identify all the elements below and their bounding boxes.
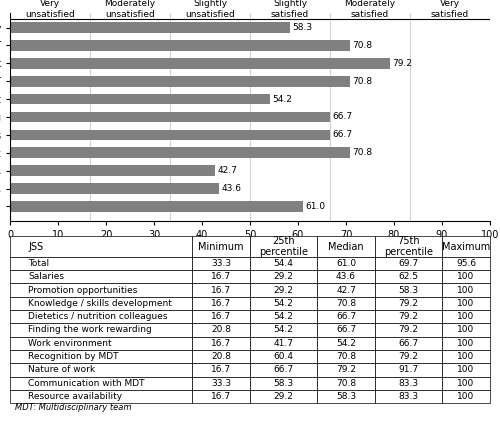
Text: MDT: Multidisciplinary team: MDT: Multidisciplinary team <box>15 403 132 412</box>
Text: Slightly
satisfied: Slightly satisfied <box>271 0 309 19</box>
Text: 61.0: 61.0 <box>305 202 326 211</box>
Text: 70.8: 70.8 <box>352 148 372 157</box>
Bar <box>10 94 270 105</box>
Bar <box>10 58 390 69</box>
Text: 58.3: 58.3 <box>292 23 312 32</box>
Bar <box>10 201 303 212</box>
Text: 43.6: 43.6 <box>222 184 242 193</box>
Text: Very
unsatisfied: Very unsatisfied <box>25 0 75 19</box>
Text: Very
satisfied: Very satisfied <box>431 0 469 19</box>
Bar <box>10 165 215 176</box>
X-axis label: PERCENTAGE (%): PERCENTAGE (%) <box>202 246 298 256</box>
Text: 70.8: 70.8 <box>352 41 372 50</box>
Text: 42.7: 42.7 <box>218 166 237 175</box>
Bar <box>10 22 290 33</box>
Bar <box>10 40 350 51</box>
Bar <box>10 183 220 194</box>
Text: 79.2: 79.2 <box>392 59 412 68</box>
Text: 66.7: 66.7 <box>332 113 352 122</box>
Text: 54.2: 54.2 <box>272 95 292 104</box>
Text: Moderately
satisfied: Moderately satisfied <box>344 0 396 19</box>
Text: Moderately
unsatisfied: Moderately unsatisfied <box>104 0 156 19</box>
Bar <box>10 147 350 158</box>
Bar <box>10 112 330 122</box>
Bar <box>10 130 330 140</box>
Bar <box>10 76 350 87</box>
Text: 70.8: 70.8 <box>352 77 372 86</box>
Text: Slightly
unsatisfied: Slightly unsatisfied <box>185 0 235 19</box>
Text: 66.7: 66.7 <box>332 130 352 139</box>
